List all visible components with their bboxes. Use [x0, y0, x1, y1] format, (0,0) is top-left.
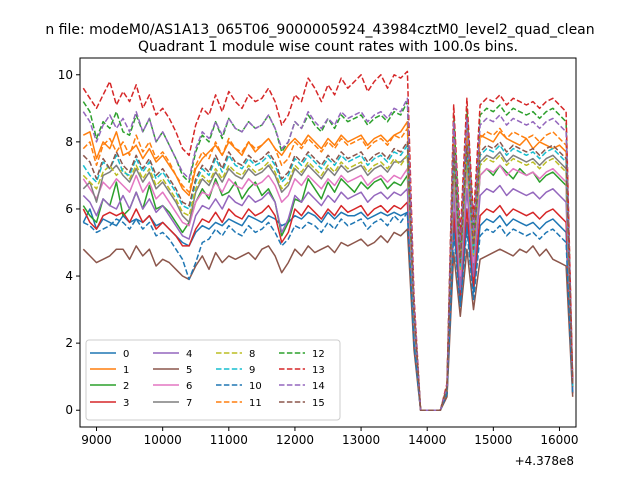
y-tick-label: 6	[65, 202, 73, 216]
y-tick-label: 0	[65, 403, 73, 417]
y-tick-label: 8	[65, 135, 73, 149]
legend-label-10: 10	[249, 381, 262, 392]
series-line-13	[82, 70, 574, 411]
x-tick-label: 13000	[342, 433, 380, 447]
x-tick-label: 14000	[408, 433, 446, 447]
series-line-5	[82, 228, 574, 411]
legend-label-1: 1	[123, 365, 129, 376]
series-line-14	[82, 97, 574, 411]
legend-label-5: 5	[186, 365, 192, 376]
legend-label-13: 13	[312, 365, 325, 376]
y-tick-label: 2	[65, 336, 73, 350]
legend-label-8: 8	[249, 349, 255, 360]
legend-label-9: 9	[249, 365, 255, 376]
x-tick-label: 15000	[474, 433, 512, 447]
x-tick-label: 12000	[276, 433, 314, 447]
legend-label-14: 14	[312, 381, 325, 392]
chart-suptitle: n file: modeM0/AS1A13_065T06_9000005924_…	[45, 22, 594, 38]
legend-label-7: 7	[186, 398, 192, 409]
series-line-12	[82, 100, 574, 411]
series-line-7	[82, 151, 574, 411]
plot-frame	[79, 57, 577, 428]
series-layer	[82, 70, 574, 411]
series-line-1	[82, 120, 574, 411]
legend-label-0: 0	[123, 349, 129, 360]
x-offset-label: +4.378e8	[515, 454, 574, 468]
legend-frame	[85, 339, 341, 421]
series-line-3	[82, 201, 574, 411]
x-tick-label: 11000	[210, 433, 248, 447]
legend-label-4: 4	[186, 349, 192, 360]
x-axis: 9000 10000 11000 12000 13000 14000 15000 16000	[81, 427, 579, 447]
legend-label-15: 15	[312, 398, 325, 409]
x-tick-label: 9000	[81, 433, 112, 447]
y-tick-label: 4	[65, 269, 73, 283]
x-tick-label: 10000	[144, 433, 182, 447]
x-tick-label: 16000	[540, 433, 578, 447]
chart-title: Quadrant 1 module wise count rates with …	[138, 39, 518, 55]
legend-label-11: 11	[249, 398, 262, 409]
series-line-11	[82, 127, 574, 411]
series-line-8	[82, 154, 574, 411]
series-line-15	[82, 141, 574, 411]
y-axis: 0 2 4 6 8 10	[58, 68, 80, 417]
legend-label-6: 6	[186, 381, 192, 392]
plot-area: 9000 10000 11000 12000 13000 14000 15000 16000 …	[58, 57, 579, 447]
series-line-9	[82, 144, 574, 411]
legend-label-12: 12	[312, 349, 325, 360]
y-tick-label: 10	[58, 68, 73, 82]
legend-label-2: 2	[123, 381, 129, 392]
series-line-6	[82, 164, 574, 411]
series-line-4	[82, 184, 574, 411]
legend-label-3: 3	[123, 398, 129, 409]
